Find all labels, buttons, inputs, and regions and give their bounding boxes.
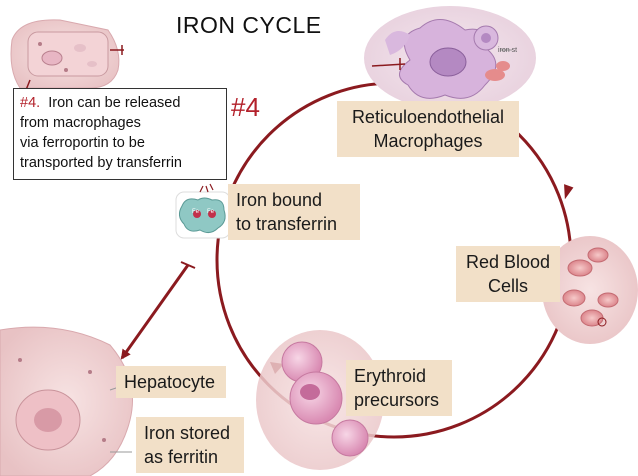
fe-symbol-left: Fe [192,209,200,215]
label-macrophages-line1: Reticuloendothelial [351,107,505,127]
label-hepatocyte-text: Hepatocyte [124,372,216,392]
note-number: #4. [20,95,41,111]
cycle-arrowhead-right [564,184,574,200]
label-macrophages: Reticuloendothelial Macrophages [337,101,519,157]
label-ferritin-line2: as ferritin [144,447,219,467]
label-erythroid-line2: precursors [354,390,440,410]
arrow-start-tick [180,261,196,269]
page-title: IRON CYCLE [176,12,322,38]
note-line-1: #4. Iron can be released [20,93,220,113]
note-text-1: Iron can be released [48,95,181,111]
label-transferrin: Iron bound to transferrin [228,184,360,240]
step-marker: #4 [231,92,260,122]
arrow-transferrin-to-hepatocyte [120,264,190,360]
label-erythroid-precursors: Erythroid precursors [346,360,452,416]
hepatocyte-illustration [0,326,133,476]
step-note-box: #4. Iron can be released from macrophage… [13,88,227,180]
transferrin-illustration [175,185,231,239]
label-transferrin-line2: to transferrin [236,214,338,234]
label-ferritin-line1: Iron stored [144,423,231,443]
label-rbc-line2: Cells [487,276,528,296]
label-ferritin: Iron stored as ferritin [136,417,244,473]
macrophage-inset-illustration [10,19,124,91]
note-line-2: from macrophages [20,115,141,131]
label-hepatocyte: Hepatocyte [116,366,226,398]
iron-store-fragment-text: iron st [498,47,517,54]
fe-symbol-right: Fe [207,209,215,215]
note-line-4: transported by transferrin [20,155,182,171]
label-macrophages-line2: Macrophages [373,131,483,151]
note-line-3: via ferroportin to be [20,135,145,151]
red-blood-cells-illustration [542,236,638,344]
label-transferrin-line1: Iron bound [236,190,323,210]
note-pointer [209,183,214,191]
macrophage-illustration [364,6,536,110]
label-erythroid-line1: Erythroid [354,366,427,386]
label-red-blood-cells: Red Blood Cells [456,246,560,302]
label-rbc-line1: Red Blood [465,252,551,272]
